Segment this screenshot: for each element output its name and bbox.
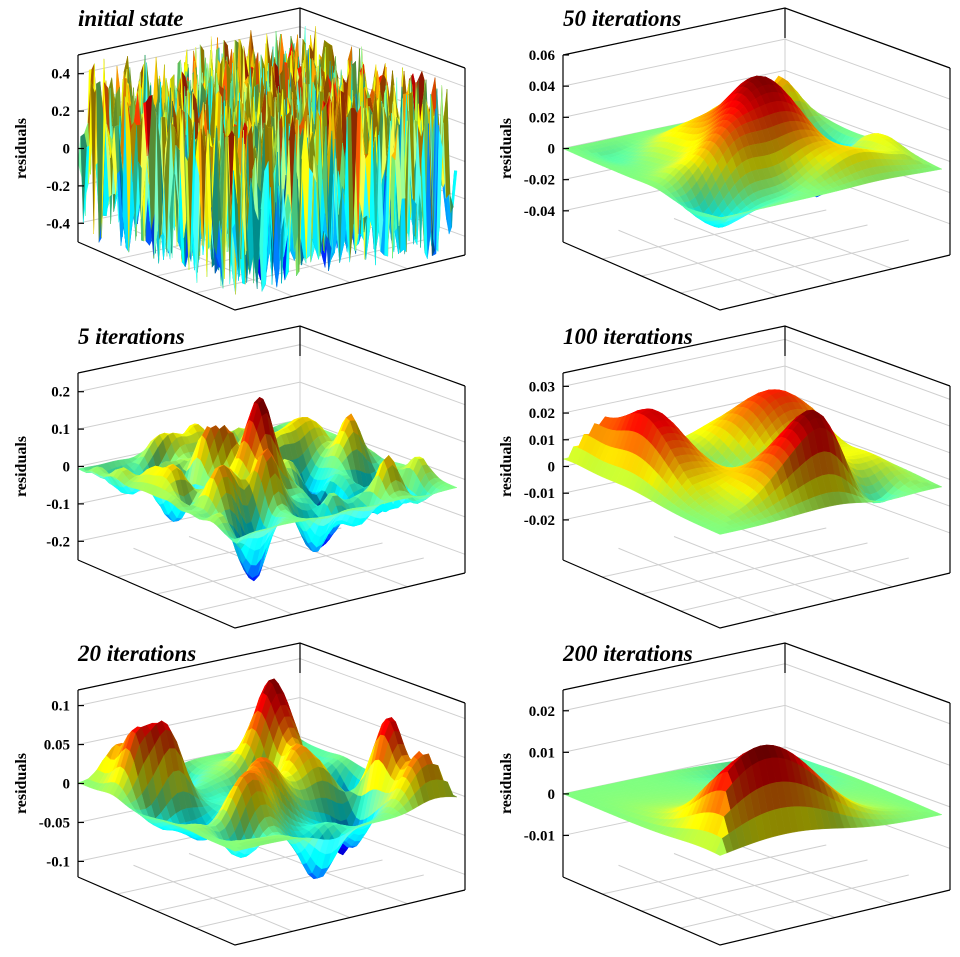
surface bbox=[77, 26, 458, 295]
floor-gridline bbox=[729, 206, 893, 270]
floor-gridline bbox=[680, 239, 909, 294]
z-tick-label: 0 bbox=[63, 142, 71, 158]
z-axis-label: residuals bbox=[13, 118, 30, 179]
z-tick-label: 0.2 bbox=[51, 104, 70, 120]
floor-gridline bbox=[641, 224, 868, 277]
panel-1: 0.4 0.2 0 -0.2 -0.4 residuals initial state bbox=[13, 6, 466, 311]
surface bbox=[562, 75, 943, 228]
panel-title: initial state bbox=[78, 6, 183, 31]
z-tick-label: 0.4 bbox=[51, 67, 70, 83]
z-tick-label: -0.4 bbox=[46, 216, 70, 232]
z-tick-label: -0.2 bbox=[46, 179, 70, 195]
